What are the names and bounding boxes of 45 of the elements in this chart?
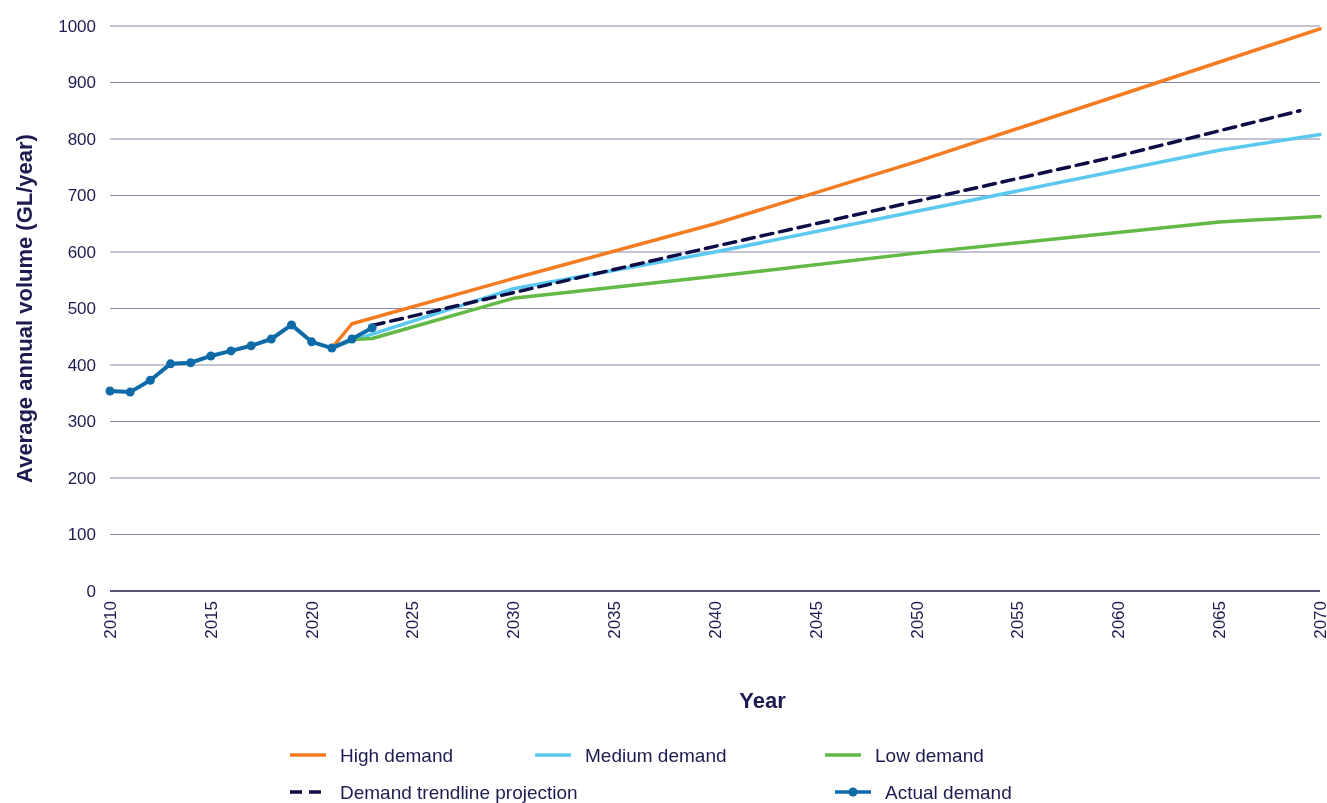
point (125, 387, 135, 397)
point (266, 334, 276, 344)
x-tick-label: 2055 (1008, 601, 1028, 639)
point (327, 343, 337, 353)
legend-label: High demand (340, 744, 454, 766)
x-tick-label: 2045 (806, 601, 826, 639)
x-tick-label: 2035 (605, 601, 625, 639)
x-tick-label: 2025 (403, 601, 423, 639)
point (307, 337, 317, 347)
x-tick-label: 2070 (1310, 601, 1327, 639)
y-tick-label: 500 (67, 299, 96, 319)
y-tick-label: 800 (67, 129, 96, 149)
x-axis-title: Year (739, 688, 787, 713)
legend-label: Demand trendline projection (340, 781, 578, 803)
legend-label: Low demand (875, 744, 984, 766)
y-tick-label: 1000 (58, 16, 96, 36)
x-tick-label: 2020 (302, 601, 322, 639)
y-axis-title: Average annual volume (GL/year) (12, 134, 37, 483)
point (246, 341, 256, 351)
y-tick-label: 900 (67, 73, 96, 93)
point (145, 375, 155, 385)
legend-label: Actual demand (885, 781, 1012, 803)
point (347, 334, 357, 344)
point (206, 351, 216, 361)
y-tick-label: 0 (86, 581, 96, 601)
x-tick-label: 2065 (1210, 601, 1230, 639)
y-tick-label: 300 (67, 412, 96, 432)
x-tick-label: 2050 (907, 601, 927, 639)
legend-label: Medium demand (585, 744, 727, 766)
y-tick-label: 400 (67, 355, 96, 375)
point (186, 358, 196, 368)
x-tick-label: 2040 (705, 601, 725, 639)
y-tick-label: 100 (67, 525, 96, 545)
point (166, 359, 175, 369)
x-tick-label: 2010 (100, 601, 120, 639)
y-tick-label: 700 (67, 186, 96, 206)
x-tick-label: 2015 (201, 601, 221, 639)
x-tick-label: 2060 (1109, 601, 1129, 639)
point (226, 346, 236, 356)
y-tick-label: 200 (67, 468, 96, 488)
y-tick-label: 600 (67, 242, 96, 262)
x-tick-label: 2030 (504, 601, 524, 639)
point (287, 320, 296, 330)
point (105, 386, 115, 396)
point (367, 323, 377, 333)
